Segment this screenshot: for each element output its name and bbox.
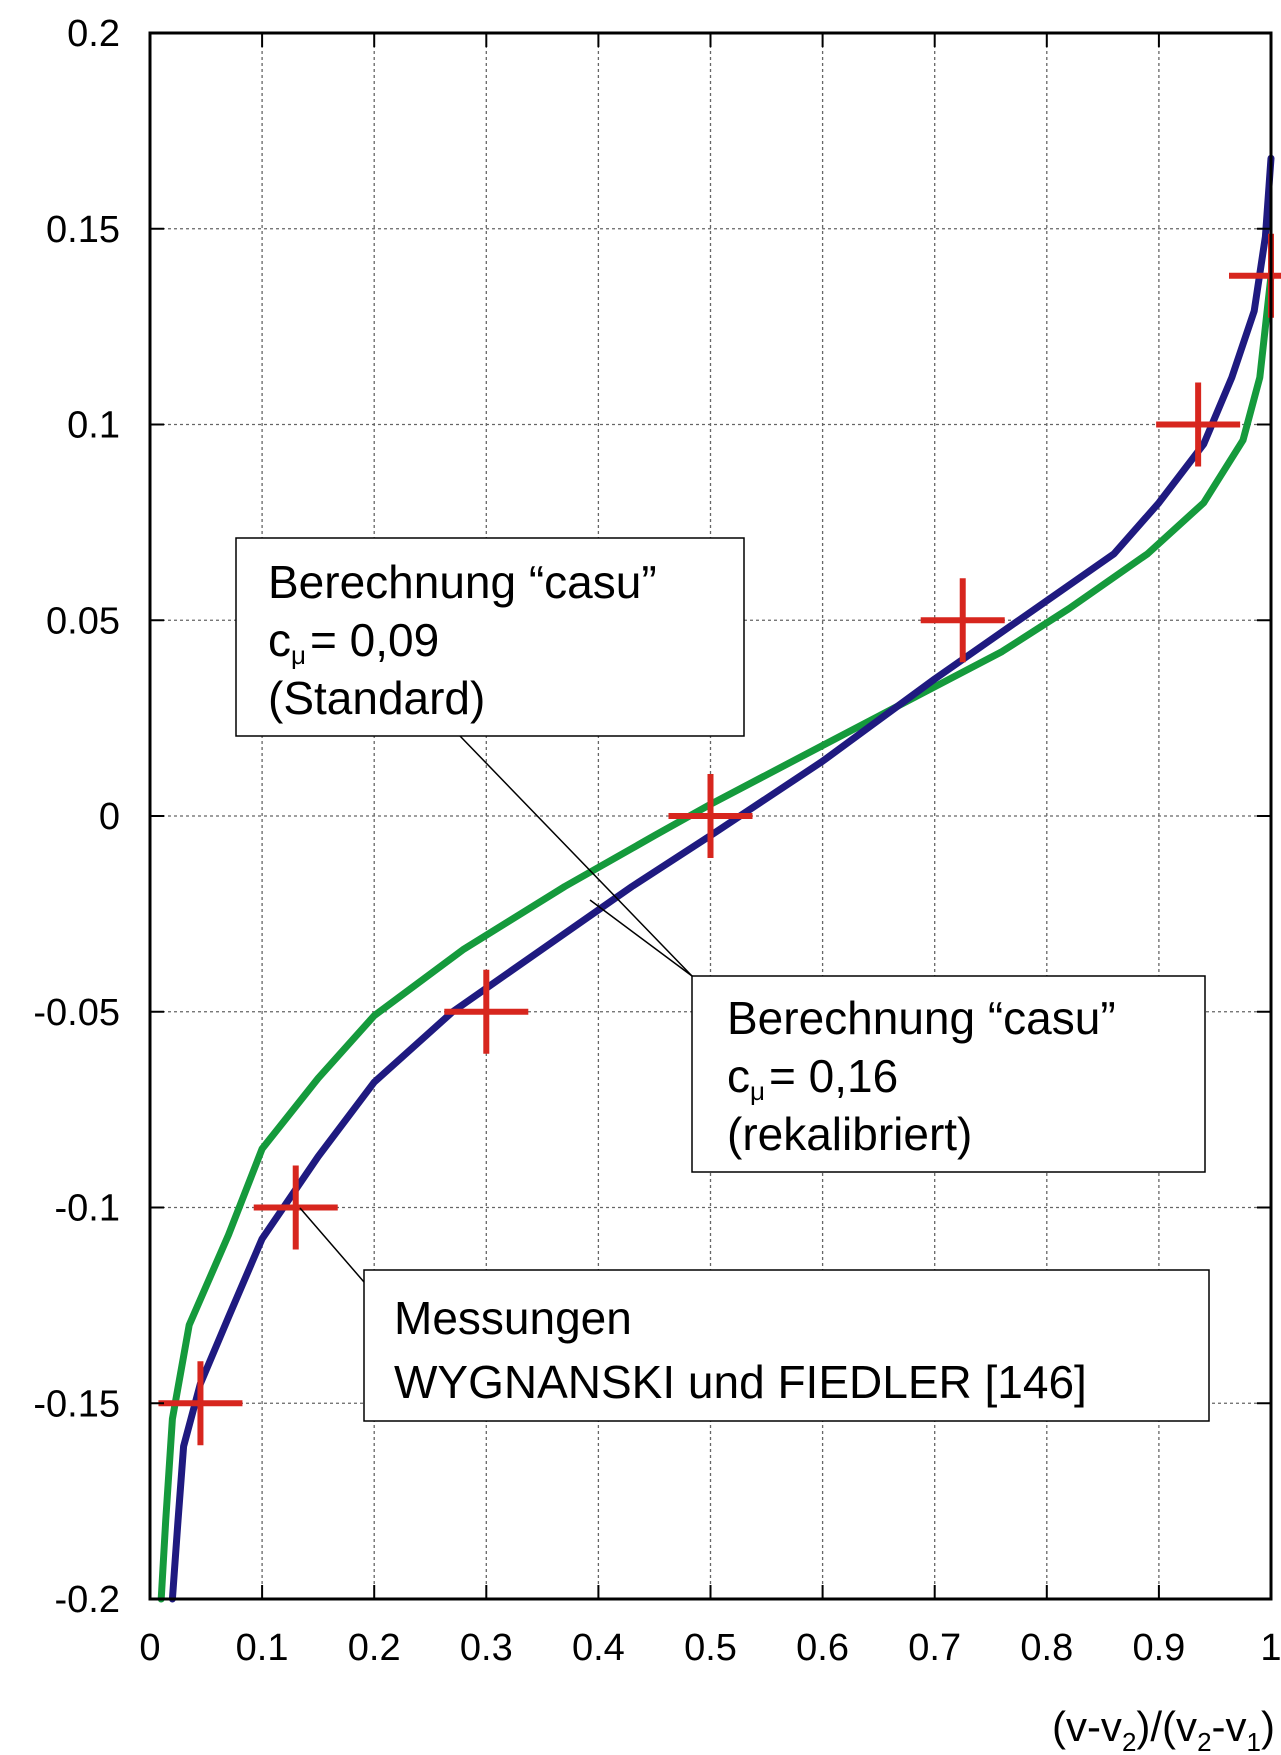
leader-line — [299, 1207, 365, 1283]
annotation-box — [235, 537, 745, 737]
annotation-standard: Berechnung “casu” cμ= 0,09 (Standard) — [235, 537, 745, 737]
x-tick-label: 0.1 — [236, 1627, 289, 1669]
annotation-line: Berechnung “casu” — [727, 992, 1116, 1044]
series-line-1 — [168, 154, 1275, 1603]
ticks: 0 0.1 0.2 0.3 0.4 0.5 0.6 0.7 0.8 0.9 1 0.2 0.15 0.1 0… — [33, 13, 1281, 1669]
annotation-line: (Standard) — [268, 672, 485, 724]
series-line-0 — [157, 272, 1275, 1603]
annotation-line: cμ= 0,16 — [727, 1050, 898, 1106]
y-tick-label: 0.2 — [67, 13, 120, 55]
annotation-line: Berechnung “casu” — [268, 556, 657, 608]
x-tick-label: 0.3 — [460, 1627, 513, 1669]
x-tick-label: 1 — [1260, 1627, 1281, 1669]
annotation-line: Messungen — [394, 1292, 632, 1344]
curves — [157, 154, 1275, 1603]
x-tick-label: 0.4 — [572, 1627, 625, 1669]
annotation-line: WYGNANSKI und FIEDLER [146] — [394, 1356, 1087, 1408]
annotation-line: (rekalibriert) — [727, 1108, 972, 1160]
data-point-marker — [444, 969, 529, 1054]
data-point-marker — [158, 1361, 243, 1446]
annotation-box — [691, 975, 1206, 1173]
annotation-line: cμ= 0,09 — [268, 614, 439, 670]
x-tick-label: 0.2 — [348, 1627, 401, 1669]
data-point-marker — [253, 1165, 338, 1250]
annotation-leaders — [299, 735, 693, 1283]
y-tick-label: 0.15 — [46, 209, 120, 251]
leader-line — [459, 735, 693, 977]
data-point-marker — [920, 578, 1005, 663]
data-point-marker — [668, 774, 753, 858]
y-tick-label: -0.05 — [33, 992, 120, 1034]
annotation-box — [363, 1269, 1210, 1422]
leader-line — [589, 899, 693, 977]
y-tick-label: 0.1 — [67, 405, 120, 447]
markers — [158, 233, 1281, 1446]
annotation-messungen: Messungen WYGNANSKI und FIEDLER [146] — [363, 1269, 1210, 1422]
annotation-rekalibriert: Berechnung “casu” cμ= 0,16 (rekalibriert… — [691, 975, 1206, 1173]
y-tick-label: -0.15 — [33, 1383, 120, 1425]
data-point-marker — [1156, 382, 1241, 467]
y-tick-label: -0.2 — [55, 1579, 120, 1621]
y-tick-label: 0.05 — [46, 600, 120, 642]
y-tick-label: -0.1 — [55, 1188, 120, 1230]
x-tick-label: 0.6 — [796, 1627, 849, 1669]
x-tick-label: 0.8 — [1020, 1627, 1073, 1669]
y-tick-label: 0 — [99, 796, 120, 838]
x-tick-label: 0 — [139, 1627, 160, 1669]
x-tick-label: 0.5 — [684, 1627, 737, 1669]
x-axis-label: (v-v2)/(v2-v1) — [1052, 1703, 1275, 1755]
x-tick-label: 0.9 — [1132, 1627, 1185, 1669]
x-tick-label: 0.7 — [908, 1627, 961, 1669]
